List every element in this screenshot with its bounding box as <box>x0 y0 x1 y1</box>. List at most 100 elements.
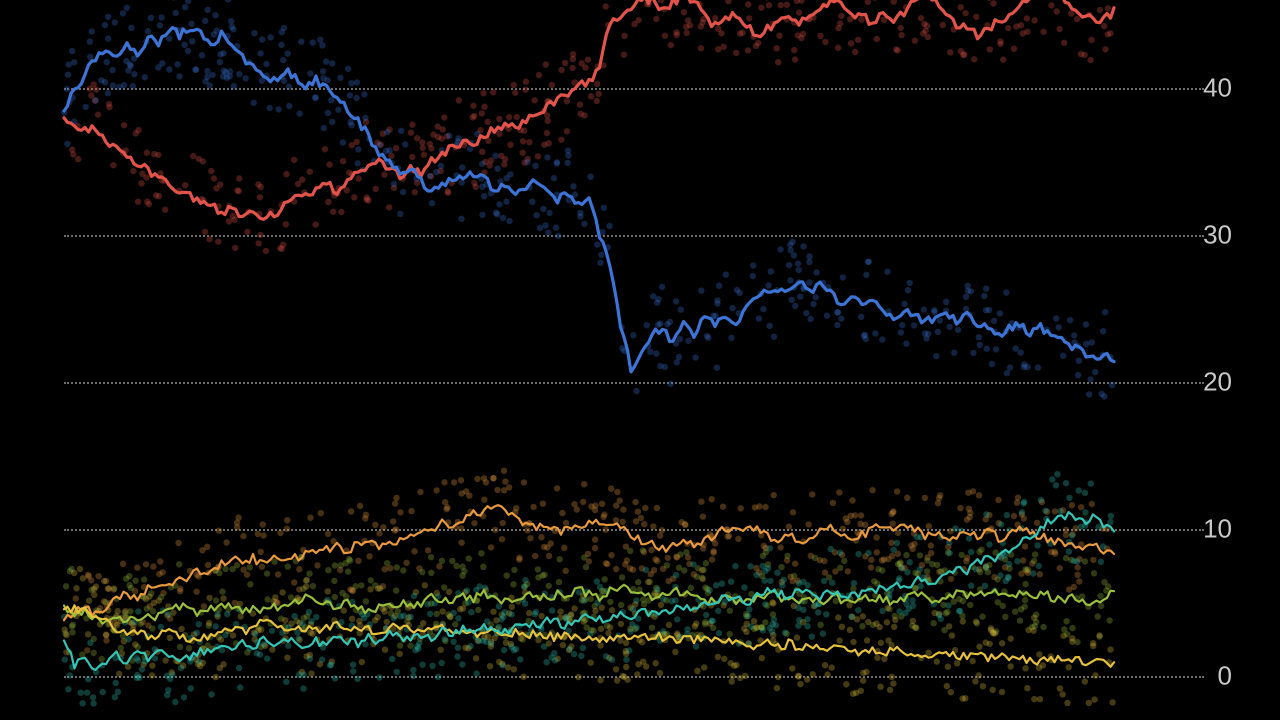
scatter-dot <box>797 681 803 687</box>
scatter-dot <box>392 527 398 533</box>
scatter-dot <box>798 0 804 4</box>
scatter-dot <box>809 491 815 497</box>
scatter-dot <box>786 524 792 530</box>
scatter-dot <box>731 663 737 669</box>
scatter-dot <box>459 179 465 185</box>
scatter-dot <box>319 656 325 662</box>
scatter-dot <box>156 193 162 199</box>
scatter-dot <box>1006 561 1012 567</box>
scatter-dot <box>750 273 756 279</box>
scatter-dot <box>1100 543 1106 549</box>
scatter-dot <box>1068 10 1074 16</box>
scatter-dot <box>879 608 885 614</box>
scatter-dot <box>781 577 787 583</box>
scatter-dot <box>105 586 111 592</box>
scatter-dot <box>343 593 349 599</box>
scatter-dot <box>232 245 238 251</box>
scatter-dot <box>565 152 571 158</box>
scatter-dot <box>353 95 359 101</box>
scatter-dot <box>275 571 281 577</box>
scatter-dot <box>841 558 847 564</box>
scatter-dot <box>120 10 126 16</box>
scatter-dot <box>644 322 650 328</box>
scatter-dot <box>267 34 273 40</box>
scatter-dot <box>171 0 177 1</box>
scatter-dot <box>658 0 664 3</box>
scatter-dot <box>1024 29 1030 35</box>
scatter-dot <box>247 564 253 570</box>
scatter-dot <box>824 671 830 677</box>
scatter-dot <box>435 674 441 680</box>
scatter-dot <box>718 30 724 36</box>
scatter-dot <box>408 508 414 514</box>
scatter-dot <box>630 606 636 612</box>
scatter-dot <box>594 98 600 104</box>
scatter-dot <box>532 163 538 169</box>
scatter-dot <box>502 156 508 162</box>
scatter-dot <box>982 583 988 589</box>
scatter-dot <box>546 583 552 589</box>
scatter-dot <box>157 558 163 564</box>
scatter-dot <box>1030 570 1036 576</box>
scatter-dot <box>865 0 871 5</box>
scatter-dot <box>1067 317 1073 323</box>
scatter-dot <box>746 606 752 612</box>
scatter-dot <box>332 594 338 600</box>
scatter-dot <box>970 350 976 356</box>
scatter-dot <box>308 618 314 624</box>
scatter-dot <box>614 489 620 495</box>
scatter-dot <box>221 68 227 74</box>
scatter-dot <box>623 664 629 670</box>
scatter-dot <box>1075 372 1081 378</box>
scatter-dot <box>807 316 813 322</box>
scatter-dot <box>767 323 773 329</box>
scatter-dot <box>419 569 425 575</box>
scatter-dot <box>618 602 624 608</box>
scatter-dot <box>279 29 285 35</box>
scatter-dot <box>87 38 93 44</box>
scatter-dot <box>149 662 155 668</box>
scatter-dot <box>470 103 476 109</box>
scatter-dot <box>577 101 583 107</box>
scatter-dot <box>903 340 909 346</box>
scatter-dot <box>508 644 514 650</box>
scatter-dot <box>1054 8 1060 14</box>
scatter-dot <box>75 156 81 162</box>
scatter-dot <box>445 190 451 196</box>
scatter-dot <box>259 36 265 42</box>
scatter-dot <box>73 595 79 601</box>
scatter-dot <box>205 7 211 13</box>
scatter-dot <box>127 608 133 614</box>
scatter-dot <box>325 588 331 594</box>
scatter-dot <box>529 199 535 205</box>
scatter-dot <box>698 288 704 294</box>
scatter-dot <box>560 642 566 648</box>
scatter-dot <box>409 122 415 128</box>
scatter-dot <box>705 335 711 341</box>
scatter-dot <box>786 262 792 268</box>
scatter-dot <box>362 641 368 647</box>
scatter-dot <box>503 198 509 204</box>
scatter-dot <box>411 593 417 599</box>
scatter-dot <box>750 262 756 268</box>
scatter-dot <box>544 544 550 550</box>
scatter-dot <box>499 536 505 542</box>
scatter-dot <box>673 298 679 304</box>
scatter-dot <box>325 199 331 205</box>
scatter-dot <box>1040 29 1046 35</box>
scatter-dot <box>200 158 206 164</box>
scatter-dot <box>667 319 673 325</box>
scatter-dot <box>382 647 388 653</box>
scatter-dot <box>330 209 336 215</box>
scatter-dot <box>254 650 260 656</box>
scatter-dot <box>767 625 773 631</box>
scatter-dot <box>240 567 246 573</box>
scatter-dot <box>143 561 149 567</box>
scatter-dot <box>851 580 857 586</box>
scatter-dot <box>303 577 309 583</box>
scatter-dot <box>784 1 790 7</box>
scatter-dot <box>562 60 568 66</box>
scatter-dot <box>1078 504 1084 510</box>
scatter-dot <box>1071 558 1077 564</box>
scatter-dot <box>641 521 647 527</box>
